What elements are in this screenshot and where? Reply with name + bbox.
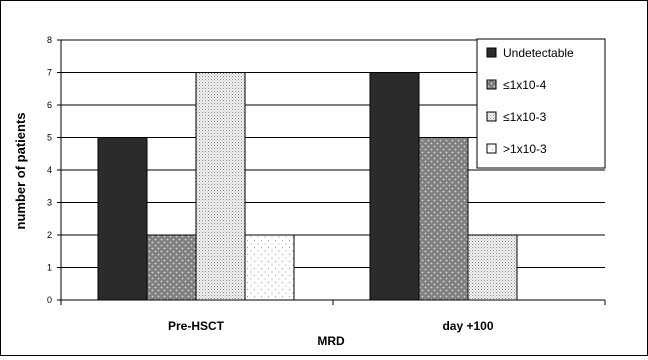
y-tick-label: 8: [47, 35, 52, 45]
legend: Undetectable ≤1x10-4 ≤1x10-3 >1x10-3: [476, 38, 606, 169]
bar-Undetectable-Pre-HSCT: [97, 137, 148, 301]
bar-≤1x10-4-Pre-HSCT: [146, 234, 197, 301]
y-tick-label: 7: [47, 68, 52, 78]
y-tick-label: 3: [47, 198, 52, 208]
legend-box: [476, 38, 606, 169]
legend-label: ≤1x10-3: [503, 110, 547, 124]
legend-swatch: [486, 111, 497, 122]
bar-≤1x10-4-day +100: [418, 137, 469, 301]
bar-≤1x10-3-Pre-HSCT: [195, 72, 246, 301]
legend-label: ≤1x10-4: [503, 78, 547, 92]
x-tick-label: day +100: [442, 319, 493, 333]
bar->1x10-3-Pre-HSCT: [244, 234, 295, 301]
legend-swatch: [486, 79, 497, 90]
x-tick-label: Pre-HSCT: [168, 319, 225, 333]
legend-label: >1x10-3: [503, 142, 547, 156]
bar-≤1x10-3-day +100: [467, 234, 518, 301]
legend-swatch: [486, 143, 497, 154]
legend-swatch: [486, 47, 497, 58]
bar-Undetectable-day +100: [369, 72, 420, 301]
y-tick-label: 6: [47, 100, 52, 110]
y-tick-label: 1: [47, 263, 52, 273]
y-axis-title: number of patients: [13, 112, 28, 229]
axes: 0 1 2 3 4 5 6 7 8 Pre-HSCT day +100: [47, 35, 606, 333]
legend-label: Undetectable: [503, 46, 574, 60]
y-tick-label: 0: [47, 295, 52, 305]
y-tick-label: 4: [47, 165, 52, 175]
bars: [97, 72, 518, 301]
x-axis-title: MRD: [317, 334, 345, 348]
y-tick-label: 5: [47, 133, 52, 143]
y-tick-label: 2: [47, 230, 52, 240]
